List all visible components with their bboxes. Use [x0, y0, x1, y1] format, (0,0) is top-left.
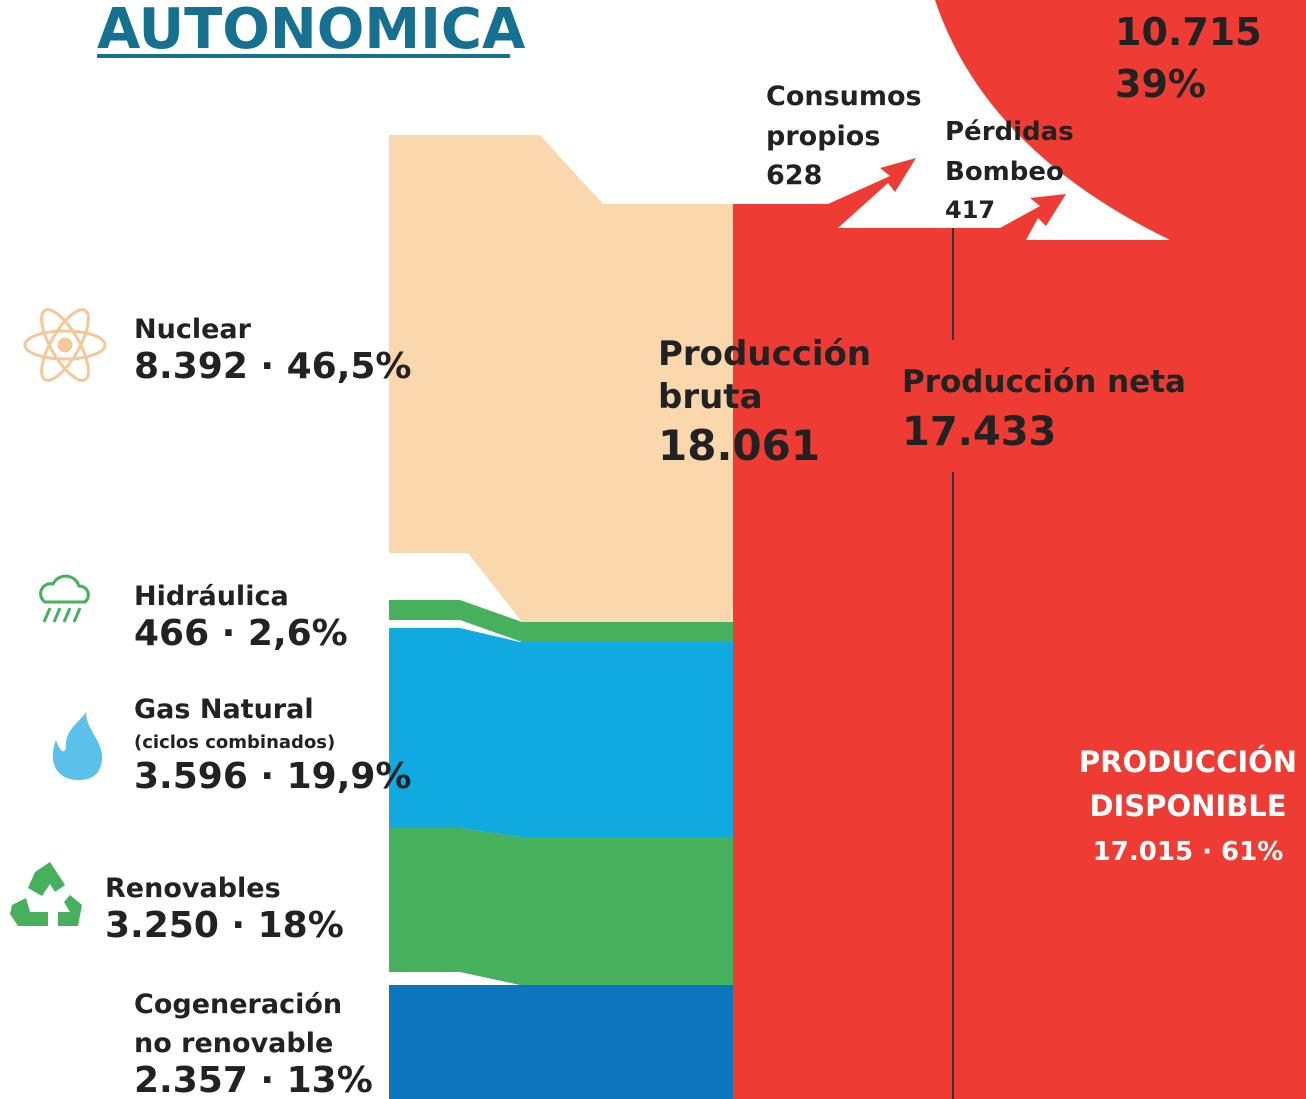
source-value: 466 · 2,6% [134, 613, 348, 654]
neta-value: 17.433 [902, 409, 1056, 455]
bruta-value: 18.061 [658, 421, 820, 470]
top-total: 10.715 [1115, 10, 1262, 54]
bruta-label: bruta [658, 377, 763, 417]
title: AUTONOMICA [97, 0, 526, 62]
consumos-value: 628 [766, 160, 822, 191]
nuclear-flow [389, 135, 733, 622]
disponible-label: PRODUCCIÓN [1079, 745, 1297, 779]
gas-flow [389, 628, 733, 837]
bruta-label: Producción [658, 334, 871, 374]
neta-label: Producción neta [902, 364, 1186, 400]
rain-icon [39, 574, 90, 623]
consumos-label: Consumos [766, 81, 922, 112]
nuclear-icon [23, 308, 107, 382]
source-label: Renovables [105, 873, 281, 904]
perdidas-value: 417 [945, 196, 995, 224]
source-value: 3.596 · 19,9% [134, 756, 412, 797]
source-label: Hidráulica [134, 581, 289, 612]
source-note: (ciclos combinados) [134, 732, 335, 753]
source-label: Nuclear [134, 314, 252, 345]
source-value: 3.250 · 18% [105, 905, 344, 946]
source-label: Cogeneración [134, 989, 342, 1020]
source-value: 8.392 · 46,5% [134, 346, 412, 387]
red-flow [733, 0, 1306, 1099]
consumos-label: propios [766, 121, 880, 152]
disponible-label: DISPONIBLE [1089, 789, 1286, 823]
disponible-value: 17.015 · 61% [1093, 837, 1284, 867]
recycle-icon [10, 862, 82, 926]
perdidas-label: Bombeo [945, 157, 1064, 187]
renovables-flow [389, 828, 733, 985]
perdidas-label: Pérdidas [945, 117, 1074, 147]
source-label: Gas Natural [134, 694, 314, 725]
hidraulica-flow [389, 600, 733, 642]
source-value: 2.357 · 13% [134, 1060, 373, 1099]
source-label: no renovable [134, 1028, 333, 1059]
flame-icon [52, 712, 103, 780]
top-share: 39% [1115, 62, 1206, 106]
cogeneracion-flow [389, 985, 733, 1099]
